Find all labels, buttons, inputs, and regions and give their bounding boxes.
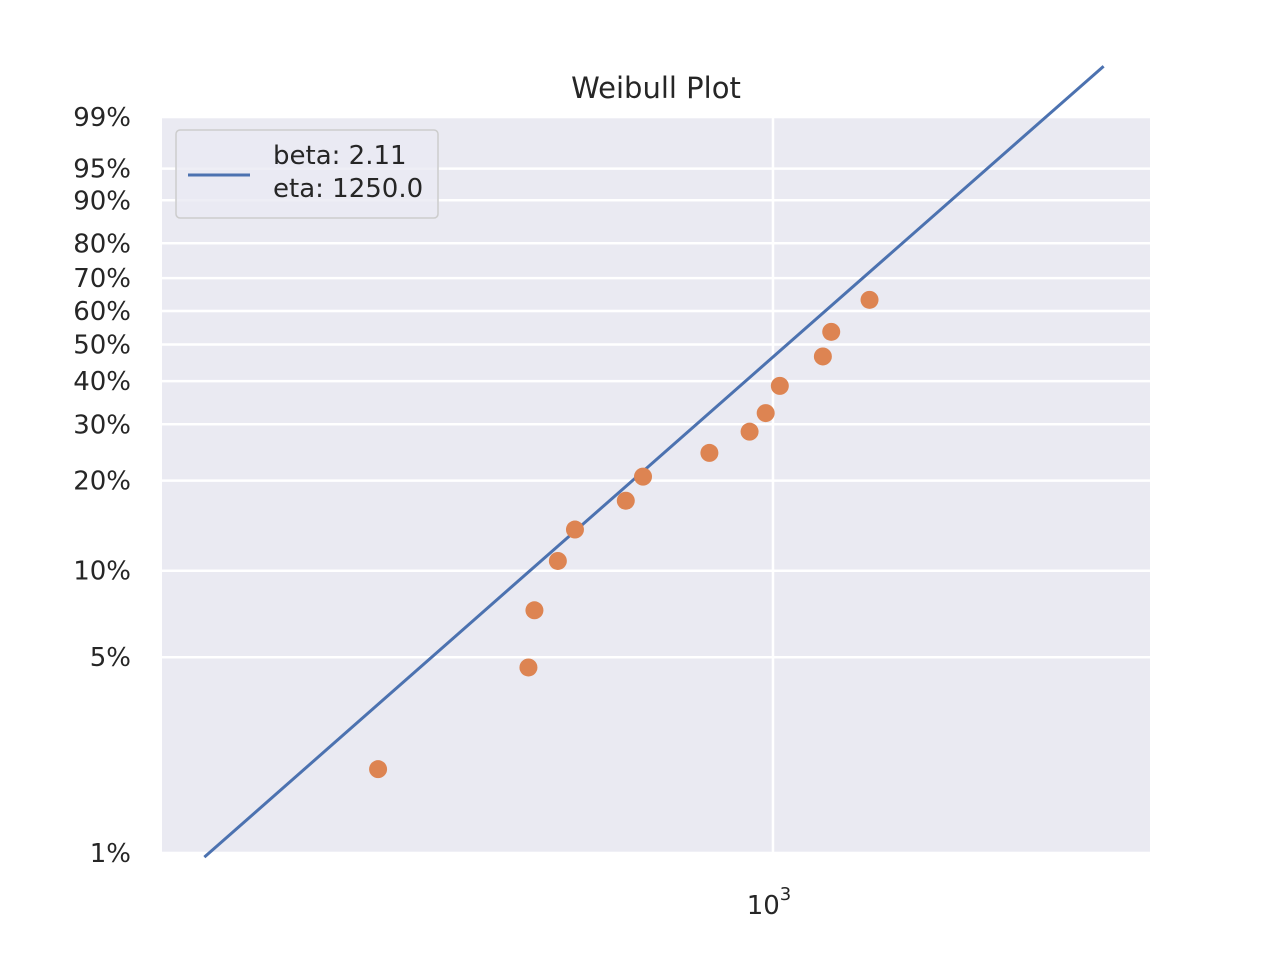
data-point [822, 322, 841, 341]
data-point [519, 658, 538, 677]
data-point [813, 347, 832, 366]
plot-background [162, 117, 1150, 853]
y-tick-label: 40% [73, 367, 131, 397]
data-point [860, 290, 879, 309]
y-tick-label: 90% [73, 186, 131, 216]
chart-title: Weibull Plot [571, 71, 741, 105]
x-tick-label: 103 [747, 884, 792, 921]
fit-line-group [203, 65, 1105, 859]
data-point [756, 404, 775, 423]
y-tick-label: 99% [73, 103, 131, 133]
y-tick-label: 10% [73, 557, 131, 587]
y-tick-label: 70% [73, 264, 131, 294]
fit-line [203, 65, 1105, 859]
legend-label-eta: eta: 1250.0 [273, 174, 423, 204]
data-points [369, 290, 879, 779]
data-point [634, 467, 653, 486]
y-tick-label: 20% [73, 467, 131, 497]
data-point [525, 601, 544, 620]
y-tick-labels: 1% 5% 10% 20% 30% 40% 50%60%70% 80% 90%95% 99% [73, 103, 131, 869]
data-point [548, 551, 567, 570]
legend-box [175, 129, 439, 219]
legend: beta: 2.11 eta: 1250.0 [175, 129, 439, 219]
y-tick-label: 5% [90, 643, 131, 673]
x-tick-labels: 103 [747, 884, 792, 921]
y-tick-label: 30% [73, 410, 131, 440]
y-tick-label: 1% [90, 839, 131, 869]
data-point [565, 520, 584, 539]
data-point [700, 443, 719, 462]
y-tick-label: 95% [73, 155, 131, 185]
y-tick-label: 50% [73, 330, 131, 360]
data-point [616, 491, 635, 510]
data-point [740, 422, 759, 441]
data-point [770, 376, 789, 395]
y-tick-label: 60% [73, 297, 131, 327]
data-point [369, 760, 388, 779]
y-tick-label: 80% [73, 229, 131, 259]
legend-label-beta: beta: 2.11 [273, 141, 407, 171]
